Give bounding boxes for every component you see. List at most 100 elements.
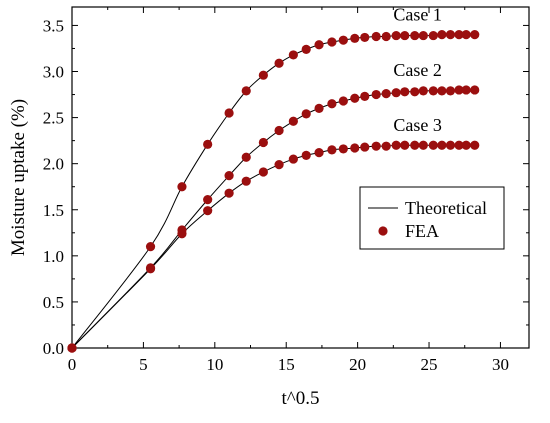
fea-point: [360, 91, 370, 101]
fea-point: [177, 229, 187, 239]
fea-point: [391, 30, 401, 41]
fea-point: [224, 171, 234, 181]
legend-marker-swatch: [378, 226, 388, 236]
fea-point: [470, 30, 480, 40]
fea-point: [437, 30, 447, 40]
fea-point: [400, 87, 410, 97]
fea-point: [470, 140, 480, 150]
fea-point: [274, 159, 284, 170]
fea-point: [418, 30, 428, 41]
fea-point: [177, 182, 187, 192]
fea-point: [258, 70, 268, 80]
y-axis-title: Moisture uptake (%): [8, 99, 29, 256]
fea-point: [314, 148, 324, 158]
fea-point: [428, 30, 438, 41]
fea-point: [410, 140, 420, 150]
x-tick-label: 15: [278, 355, 295, 374]
plot-axes: 0 5 10 15 20 25 30 0.0 0.5 1.0 1.5 2.0 2.5 3.0 3.5: [43, 6, 530, 374]
fea-point: [381, 141, 391, 151]
fea-point: [274, 125, 284, 136]
fea-point: [350, 93, 360, 103]
y-tick-label: 1.0: [43, 247, 64, 266]
fea-point: [67, 343, 77, 353]
fea-point: [428, 86, 438, 96]
case-label-2: Case 2: [393, 60, 442, 80]
y-tick-label: 0.0: [43, 339, 64, 358]
fea-point: [338, 35, 348, 45]
legend-box: [359, 186, 505, 250]
fea-point: [301, 150, 311, 160]
fea-point: [428, 140, 438, 150]
x-axis-title: t^0.5: [282, 388, 320, 409]
case-label-1: Case 1: [393, 5, 442, 25]
y-tick-label: 1.5: [43, 201, 64, 220]
fea-point: [461, 85, 471, 95]
fea-point: [301, 44, 311, 54]
legend-label-fea: FEA: [405, 221, 439, 241]
fea-point: [400, 30, 410, 41]
fea-point: [437, 140, 447, 150]
fea-point: [445, 86, 456, 96]
y-tick-label: 2.5: [43, 109, 64, 128]
y-tick-label: 3.0: [43, 63, 64, 82]
fea-point: [224, 108, 234, 118]
fea-point: [288, 154, 298, 164]
fea-point: [327, 145, 337, 155]
legend: Theoretical FEA: [359, 186, 505, 250]
fea-point: [454, 85, 464, 95]
fea-point: [350, 143, 360, 153]
case-annotations: Case 1 Case 2 Case 3: [393, 5, 442, 136]
fea-markers: [67, 30, 480, 353]
fea-point: [461, 140, 471, 150]
fea-point: [350, 33, 360, 43]
fea-point: [400, 140, 410, 150]
fea-point: [258, 137, 268, 148]
x-tick-label: 0: [68, 355, 77, 374]
fea-point: [274, 58, 284, 68]
fea-point: [418, 86, 428, 96]
fea-point: [418, 140, 428, 150]
fea-point: [314, 103, 324, 113]
y-tick-label: 3.5: [43, 16, 64, 35]
fea-point: [391, 140, 401, 150]
fea-point: [410, 87, 420, 97]
fea-point: [371, 89, 381, 100]
fea-point: [371, 31, 381, 42]
case-label-3: Case 3: [393, 115, 442, 135]
fea-point: [391, 88, 401, 98]
fea-point: [371, 141, 381, 151]
fea-point: [461, 30, 471, 40]
fea-point: [258, 167, 268, 177]
fea-point: [327, 99, 337, 109]
fea-point: [241, 86, 251, 96]
x-tick-label: 25: [421, 355, 438, 374]
plot-frame: [71, 6, 530, 349]
fea-point: [203, 195, 213, 205]
fea-point: [241, 152, 251, 162]
fea-point: [338, 144, 348, 154]
fea-point: [445, 140, 456, 150]
fea-point: [437, 86, 447, 96]
fea-point: [145, 264, 156, 274]
fea-point: [241, 176, 251, 186]
fea-point: [288, 116, 298, 126]
fea-point: [445, 30, 456, 40]
fea-point: [301, 109, 311, 119]
y-tick-label: 2.0: [43, 155, 64, 174]
fea-point: [360, 32, 370, 43]
legend-label-theoretical: Theoretical: [405, 198, 487, 218]
fea-point: [381, 89, 391, 99]
fea-point: [338, 96, 348, 106]
fea-point: [203, 206, 213, 216]
x-tick-label: 10: [206, 355, 223, 374]
x-tick-label: 20: [349, 355, 366, 374]
fea-point: [224, 188, 234, 198]
fea-point: [381, 31, 391, 42]
fea-point: [454, 30, 464, 40]
fea-point: [454, 140, 464, 150]
fea-point: [314, 40, 324, 50]
fea-point: [288, 50, 298, 60]
fea-point: [145, 242, 156, 252]
x-tick-label: 30: [492, 355, 509, 374]
